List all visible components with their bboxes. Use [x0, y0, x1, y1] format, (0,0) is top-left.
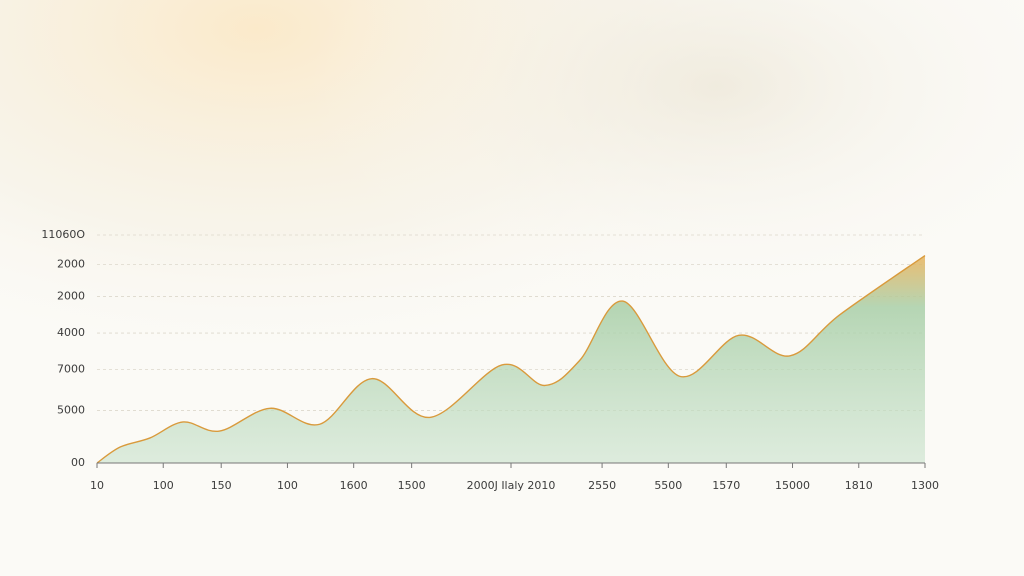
x-tick-label: 1500	[398, 479, 426, 492]
y-tick-label: 00	[71, 456, 85, 469]
axes: 11060O 2000 2000 4000 7000 5000 00 10 100 150 100 1…	[41, 228, 939, 492]
x-tick-label: 15000	[775, 479, 810, 492]
x-tick-label: 2000J Ilaly 2010	[467, 479, 556, 492]
x-tick-label: 10	[90, 479, 104, 492]
x-tick-label: 1300	[911, 479, 939, 492]
x-tick-label: 150	[211, 479, 232, 492]
y-tick-label: 4000	[57, 326, 85, 339]
x-tick-label: 100	[277, 479, 298, 492]
x-tick-label: 1600	[340, 479, 368, 492]
x-tick-label: 1810	[845, 479, 873, 492]
x-tick-label: 1570	[712, 479, 740, 492]
x-tick-label: 100	[153, 479, 174, 492]
plot	[96, 254, 926, 464]
area-fill	[97, 255, 925, 463]
y-tick-label: 5000	[57, 404, 85, 417]
y-tick-label: 7000	[57, 363, 85, 376]
y-tick-label: 2000	[57, 258, 85, 271]
area-line	[96, 254, 926, 464]
y-tick-label: 2000	[57, 290, 85, 303]
x-tick-label: 2550	[588, 479, 616, 492]
y-tick-label: 11060O	[41, 228, 85, 241]
x-tick-label: 5500	[654, 479, 682, 492]
